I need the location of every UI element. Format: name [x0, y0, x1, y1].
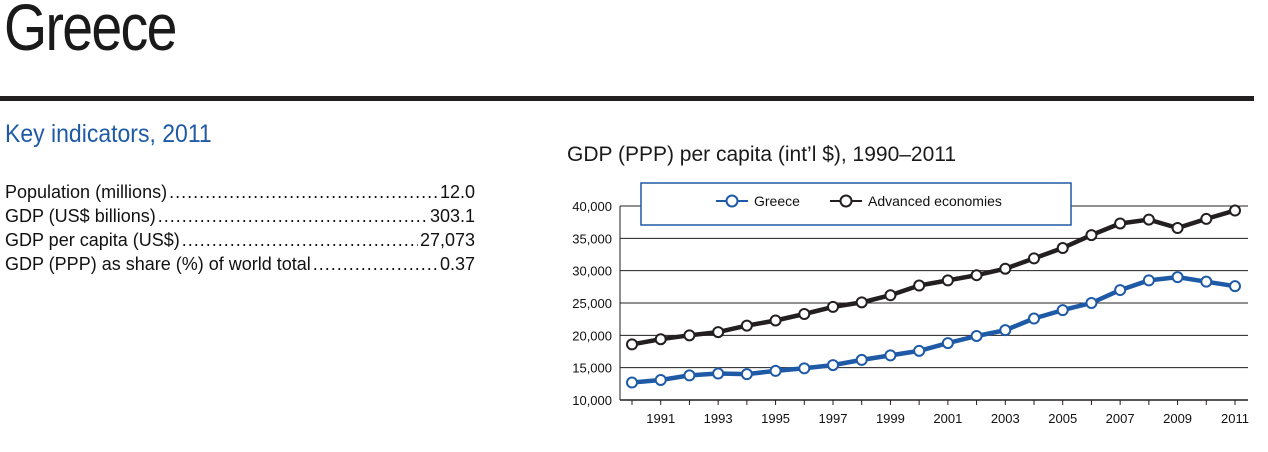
series-line-greece — [631, 274, 1236, 385]
data-point — [798, 307, 811, 320]
y-tick-label: 40,000 — [572, 199, 612, 214]
x-tick-label: 2005 — [1048, 411, 1077, 426]
data-point — [683, 369, 696, 382]
indicator-row-gdp-per-capita: GDP per capita (US$) 27,073 — [5, 228, 475, 252]
indicator-leader-dots — [313, 252, 438, 276]
x-tick-label: 1999 — [876, 411, 905, 426]
data-point — [1085, 229, 1098, 242]
data-point — [884, 289, 897, 302]
data-point — [913, 344, 926, 357]
data-point — [941, 274, 954, 287]
x-tick-label: 2003 — [991, 411, 1020, 426]
data-point — [1142, 213, 1155, 226]
data-point — [1056, 304, 1069, 317]
data-point — [654, 333, 667, 346]
data-point — [1085, 297, 1098, 309]
data-point — [941, 337, 954, 350]
legend-greece-label: Greece — [754, 193, 800, 209]
y-tick-label: 25,000 — [572, 296, 612, 311]
title-rule — [0, 96, 1254, 101]
y-tick-label: 20,000 — [572, 328, 612, 343]
data-point — [769, 364, 782, 377]
data-point — [884, 349, 897, 362]
indicator-label: GDP per capita (US$) — [5, 230, 180, 250]
data-point — [1114, 217, 1127, 230]
data-point — [740, 368, 753, 381]
x-tick-label: 2011 — [1221, 411, 1249, 426]
x-tick-label: 1991 — [646, 411, 675, 426]
data-point — [970, 269, 983, 282]
data-point — [712, 326, 725, 339]
indicator-label: GDP (PPP) as share (%) of world total — [5, 254, 311, 274]
x-tick-label: 2009 — [1163, 411, 1192, 426]
x-tick-label: 2001 — [933, 411, 962, 426]
gdp-line-chart: 10,000 15,000 20,000 25,000 30,000 35,000 40,0… — [572, 182, 1249, 426]
key-indicators-heading: Key indicators, 2011 — [5, 120, 212, 148]
indicators-list: Population (millions) 12.0 GDP (US$ bill… — [5, 180, 475, 276]
x-tick-label: 1993 — [704, 411, 733, 426]
data-point — [626, 376, 638, 389]
data-point — [1200, 275, 1213, 288]
y-tick-label: 10,000 — [572, 393, 612, 408]
indicator-value: 303.1 — [429, 206, 475, 226]
data-point — [1171, 221, 1184, 234]
data-point — [654, 373, 667, 386]
data-point — [769, 314, 782, 327]
indicator-label: Population (millions) — [5, 182, 168, 202]
indicator-value: 12.0 — [439, 182, 475, 202]
data-point — [855, 296, 868, 309]
data-point — [740, 319, 753, 332]
data-point — [1171, 271, 1184, 284]
legend-greece-swatch-marker — [725, 194, 739, 208]
legend-advanced-economies-swatch-marker — [839, 194, 853, 208]
legend-box — [640, 182, 1072, 226]
indicator-row-gdp: GDP (US$ billions) 303.1 — [5, 204, 475, 228]
series-line-advanced-economies — [631, 208, 1236, 347]
indicator-value: 27,073 — [419, 230, 475, 250]
data-point — [1229, 204, 1241, 217]
data-point — [827, 300, 839, 313]
data-point — [913, 279, 926, 292]
y-tick-label: 15,000 — [572, 361, 612, 376]
data-point — [999, 324, 1012, 337]
y-tick-label: 35,000 — [572, 231, 612, 246]
indicator-leader-dots — [182, 228, 418, 252]
data-point — [683, 329, 696, 342]
indicator-row-population: Population (millions) 12.0 — [5, 180, 475, 204]
x-tick-label: 1995 — [761, 411, 790, 426]
x-tick-label: 2007 — [1106, 411, 1135, 426]
x-tick-label: 1997 — [819, 411, 848, 426]
indicator-leader-dots — [169, 180, 438, 204]
indicator-leader-dots — [158, 204, 428, 228]
data-point — [712, 367, 725, 380]
data-point — [626, 338, 638, 351]
y-tick-label: 30,000 — [572, 264, 612, 279]
data-point — [1142, 274, 1155, 287]
data-point — [1056, 242, 1069, 255]
data-point — [798, 362, 811, 375]
page-title: Greece — [4, 0, 177, 64]
data-point — [1114, 284, 1127, 297]
data-point — [1028, 252, 1040, 265]
data-point — [1028, 312, 1040, 325]
data-point — [999, 262, 1012, 275]
data-point — [970, 329, 983, 342]
data-point — [827, 359, 839, 372]
data-point — [1200, 212, 1213, 225]
data-point — [1229, 280, 1241, 293]
indicator-row-gdp-share: GDP (PPP) as share (%) of world total 0.… — [5, 252, 475, 276]
legend-advanced-economies-label: Advanced economies — [868, 193, 1002, 209]
chart-title: GDP (PPP) per capita (int’l $), 1990–201… — [567, 143, 957, 166]
indicator-label: GDP (US$ billions) — [5, 206, 156, 226]
indicator-value: 0.37 — [439, 254, 475, 274]
data-point — [855, 353, 868, 366]
